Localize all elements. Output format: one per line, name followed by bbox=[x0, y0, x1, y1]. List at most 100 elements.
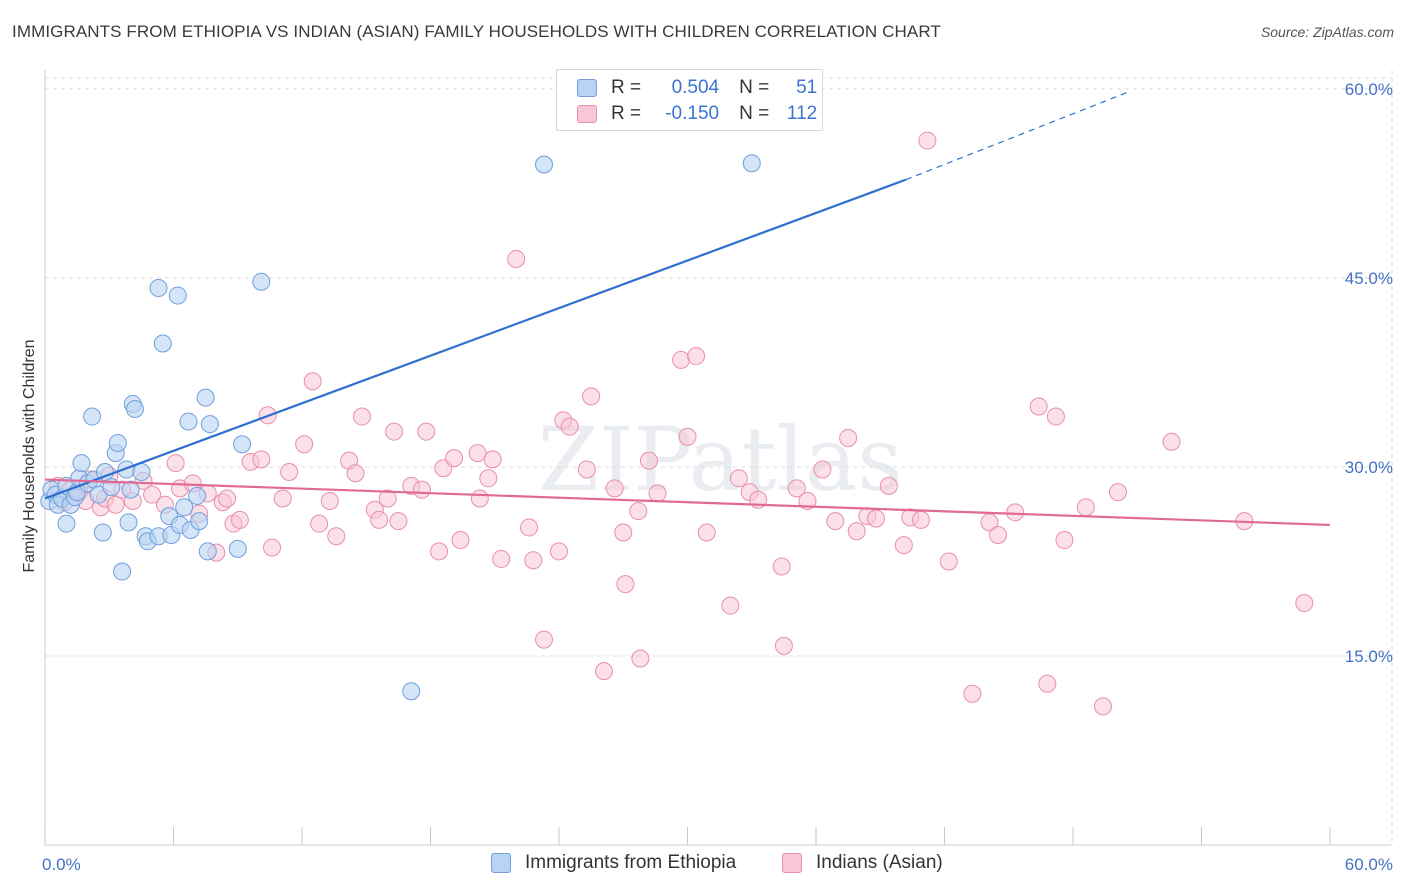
pink-point bbox=[218, 489, 237, 508]
pink-point bbox=[605, 479, 624, 498]
legend-row-ethiopia: R = 0.504 N = 51 bbox=[577, 75, 817, 101]
pink-point bbox=[303, 372, 322, 391]
pink-point bbox=[787, 479, 806, 498]
pink-point bbox=[252, 450, 271, 469]
pink-point bbox=[721, 596, 740, 615]
pink-point bbox=[352, 407, 371, 426]
pink-point bbox=[1038, 674, 1057, 693]
pink-point bbox=[687, 347, 706, 366]
pink-point bbox=[813, 460, 832, 479]
pink-point bbox=[166, 454, 185, 473]
pink-point bbox=[1029, 397, 1048, 416]
x-tick-label-min: 0.0% bbox=[42, 855, 81, 874]
stats-legend: R = 0.504 N = 51 R = -0.150 N = 112 bbox=[556, 69, 823, 131]
pink-point bbox=[672, 350, 691, 369]
pink-point bbox=[230, 510, 249, 529]
pink-point bbox=[894, 536, 913, 555]
axes bbox=[44, 70, 1392, 846]
pink-point bbox=[616, 575, 635, 594]
y-tick-labels: 15.0% 30.0% 45.0% 60.0% bbox=[1345, 80, 1393, 666]
pink-point bbox=[310, 514, 329, 533]
pink-point bbox=[939, 552, 958, 571]
y-tick-label: 45.0% bbox=[1345, 269, 1393, 288]
series-label-indians: Indians (Asian) bbox=[816, 852, 943, 873]
pink-point bbox=[320, 491, 339, 510]
pink-point bbox=[370, 510, 389, 529]
pink-point bbox=[774, 636, 793, 655]
pink-point bbox=[327, 527, 346, 546]
source-label: Source: ZipAtlas.com bbox=[1260, 24, 1394, 40]
series-legend-indians: Indians (Asian) bbox=[782, 852, 943, 874]
blue-point bbox=[196, 388, 215, 407]
legend-r-value: -0.150 bbox=[665, 103, 720, 124]
pink-point bbox=[1046, 407, 1065, 426]
series-swatch-pink bbox=[782, 853, 802, 873]
pink-point bbox=[963, 684, 982, 703]
pink-point bbox=[1006, 503, 1025, 522]
series-legend: Immigrants from Ethiopia Indians (Asian) bbox=[0, 852, 1406, 878]
trend-line-ethiopia bbox=[44, 178, 907, 500]
y-tick-label: 60.0% bbox=[1345, 80, 1393, 99]
pink-point bbox=[648, 484, 667, 503]
blue-point bbox=[200, 415, 219, 434]
pink-point bbox=[389, 512, 408, 531]
blue-point bbox=[742, 154, 761, 173]
pink-point bbox=[1076, 498, 1095, 517]
pink-point bbox=[772, 557, 791, 576]
pink-point bbox=[346, 464, 365, 483]
legend-n-value: 112 bbox=[786, 103, 818, 124]
pink-point bbox=[430, 542, 449, 561]
pink-point bbox=[507, 250, 526, 269]
y-tick-label: 30.0% bbox=[1345, 458, 1393, 477]
pink-point bbox=[629, 502, 648, 521]
pink-point bbox=[839, 428, 858, 447]
blue-point bbox=[121, 480, 140, 499]
pink-point bbox=[1162, 432, 1181, 451]
gridlines bbox=[45, 70, 1393, 845]
pink-point bbox=[492, 549, 511, 568]
legend-n-label: N = bbox=[739, 77, 770, 98]
blue-point bbox=[402, 682, 421, 701]
legend-r-value: 0.504 bbox=[671, 77, 720, 98]
blue-point bbox=[119, 513, 138, 532]
y-tick-label: 15.0% bbox=[1345, 647, 1393, 666]
legend-n-value: 51 bbox=[796, 77, 818, 98]
trend-line-indians bbox=[44, 478, 1331, 527]
series-legend-ethiopia: Immigrants from Ethiopia bbox=[491, 852, 736, 874]
pink-point bbox=[1295, 594, 1314, 613]
pink-point bbox=[483, 450, 502, 469]
pink-point bbox=[273, 489, 292, 508]
pink-point bbox=[451, 531, 470, 550]
pink-point bbox=[826, 512, 845, 531]
blue-point bbox=[535, 155, 554, 174]
pink-point bbox=[1055, 531, 1074, 550]
pink-point bbox=[143, 485, 162, 504]
pink-point bbox=[614, 523, 633, 542]
pink-point bbox=[550, 542, 568, 561]
pink-point bbox=[639, 451, 658, 470]
series-label-ethiopia: Immigrants from Ethiopia bbox=[525, 852, 737, 873]
blue-points bbox=[40, 154, 761, 701]
blue-point bbox=[190, 512, 209, 531]
pink-point bbox=[879, 476, 898, 495]
legend-row-indians: R = -0.150 N = 112 bbox=[577, 101, 817, 127]
pink-point bbox=[385, 422, 404, 441]
blue-point bbox=[125, 399, 144, 418]
blue-point bbox=[153, 334, 172, 353]
trend-line-ethiopia-extension bbox=[905, 92, 1127, 181]
pink-point bbox=[479, 469, 498, 488]
pink-point bbox=[470, 489, 489, 508]
legend-r-label: R = bbox=[611, 77, 642, 98]
trend-lines bbox=[44, 92, 1331, 527]
blue-point bbox=[113, 562, 132, 581]
blue-point bbox=[93, 523, 112, 542]
pink-point bbox=[468, 444, 487, 463]
blue-point bbox=[233, 435, 252, 454]
x-ticks bbox=[44, 827, 1331, 845]
pink-point bbox=[412, 480, 431, 499]
blue-point bbox=[108, 434, 127, 453]
pink-point bbox=[678, 427, 697, 446]
blue-point bbox=[83, 407, 102, 426]
blue-point bbox=[72, 454, 91, 473]
